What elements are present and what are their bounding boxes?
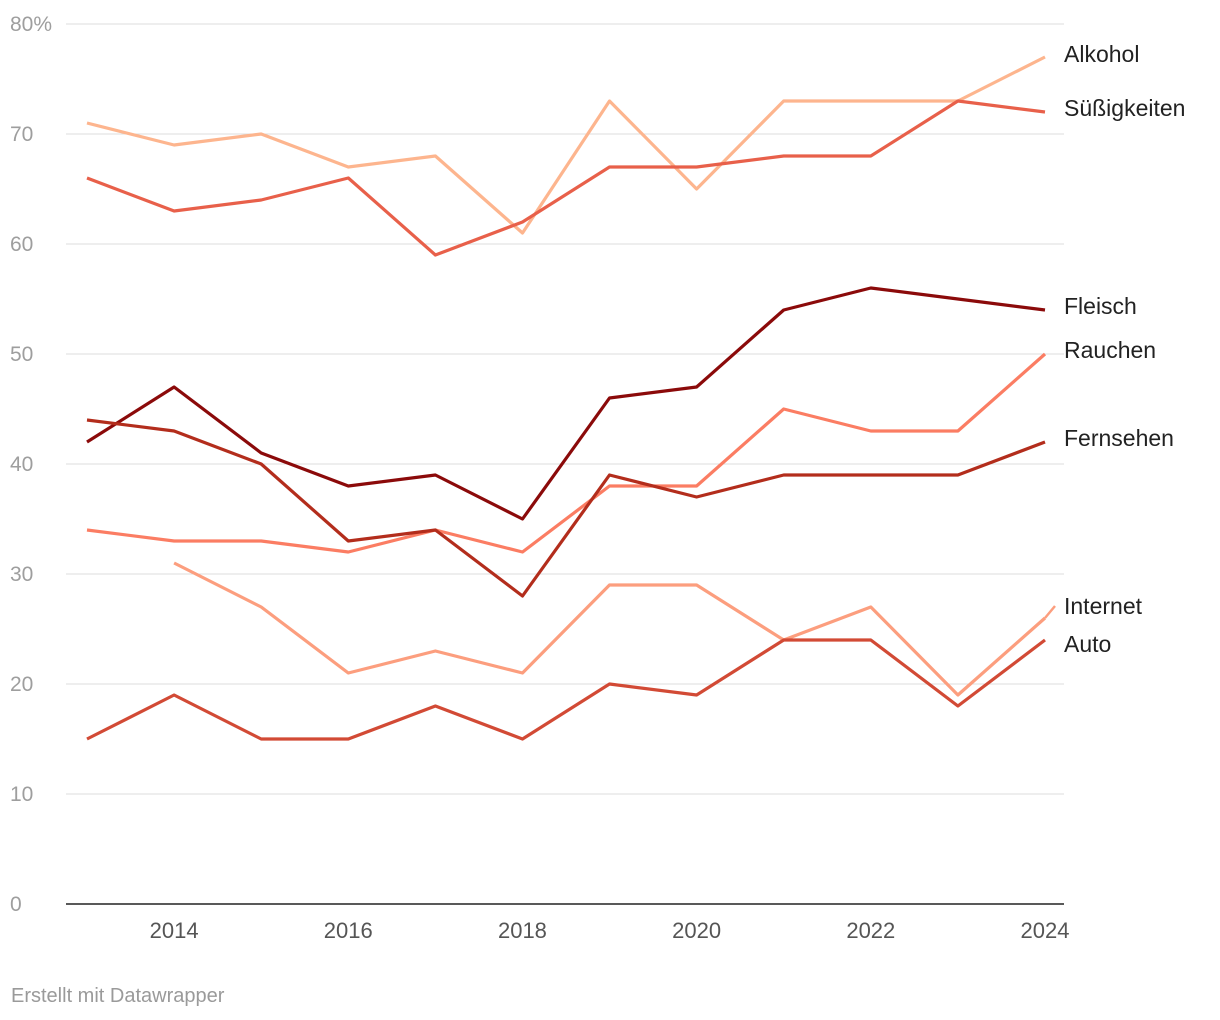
series-line-alkohol	[86, 55, 1046, 235]
y-tick-label: 70	[10, 123, 33, 146]
x-tick-label: 2022	[846, 918, 895, 943]
series-line-fleisch	[86, 286, 1046, 521]
footer-credit[interactable]: Erstellt mit Datawrapper	[11, 985, 225, 1007]
y-tick-label: 60	[10, 233, 33, 256]
series-line-fernsehen	[86, 418, 1046, 598]
series-line-süßigkeiten	[86, 99, 1046, 257]
series-line-auto	[86, 638, 1046, 741]
label-connector	[1044, 605, 1056, 619]
x-tick-label: 2018	[498, 918, 547, 943]
y-tick-label: 80%	[10, 13, 52, 36]
x-tick-label: 2016	[324, 918, 373, 943]
x-tick-label: 2014	[150, 918, 199, 943]
y-tick-label: 50	[10, 343, 33, 366]
x-tick-label: 2020	[672, 918, 721, 943]
y-tick-label: 10	[10, 783, 33, 806]
series-label-internet: Internet	[1064, 593, 1143, 619]
series-label-rauchen: Rauchen	[1064, 337, 1156, 363]
series-label-fleisch: Fleisch	[1064, 293, 1137, 319]
series-line-internet	[173, 561, 1047, 697]
series-label-alkohol: Alkohol	[1064, 41, 1139, 67]
series-label-fernsehen: Fernsehen	[1064, 425, 1174, 451]
x-tick-label: 2024	[1021, 918, 1070, 943]
y-tick-label: 20	[10, 673, 33, 696]
y-tick-label: 40	[10, 453, 33, 476]
y-tick-label: 0	[10, 893, 22, 916]
series-label-auto: Auto	[1064, 631, 1111, 657]
y-tick-label: 30	[10, 563, 33, 586]
series-line-rauchen	[86, 352, 1047, 554]
series-label-süßigkeiten: Süßigkeiten	[1064, 95, 1185, 121]
